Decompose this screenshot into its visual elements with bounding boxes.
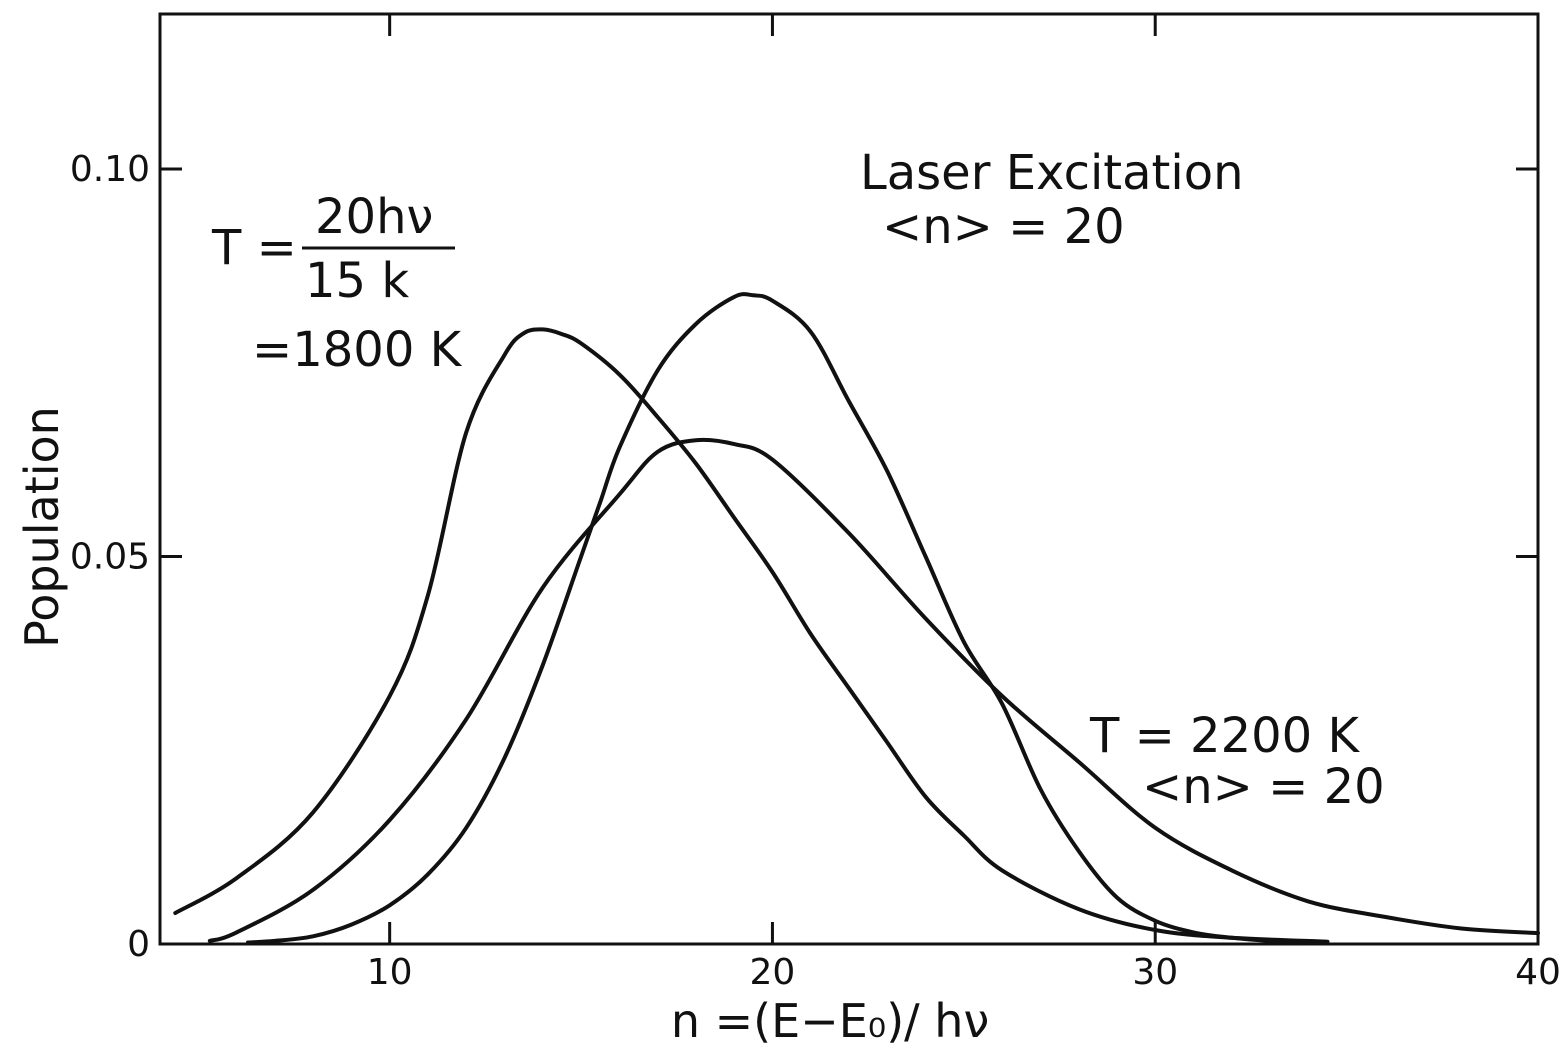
annotation-thermal-2200k: T = 2200 K <n> = 20 [1089,708,1385,815]
curve-laser-excitation [246,292,1326,945]
thermal-low-numerator: 20hν [315,189,433,245]
laser-title: Laser Excitation [860,145,1243,201]
thermal-low-denominator: 15 k [305,253,409,309]
y-axis-label: Population [15,406,69,648]
laser-mean-n: <n> = 20 [882,199,1125,255]
curve-thermal-1800k [173,327,1330,944]
x-tick-label: 40 [1515,952,1561,993]
x-tick-label: 20 [750,952,796,993]
thermal-high-temperature: T = 2200 K [1089,708,1360,764]
x-tick-label: 30 [1132,952,1178,993]
y-tick-label: 0.10 [70,149,150,190]
curves [173,292,1540,945]
plot-frame [158,12,1540,946]
y-tick-label: 0.05 [70,537,150,578]
annotation-laser: Laser Excitation <n> = 20 [860,145,1243,255]
x-axis-label: n =(E−E₀)/ hν [671,994,989,1048]
thermal-high-mean-n: <n> = 20 [1142,759,1385,815]
x-tick-label: 10 [367,952,413,993]
thermal-low-temperature: =1800 K [252,322,463,378]
curve-thermal-2200k [207,437,1540,943]
annotation-thermal-1800k: T = 20hν 15 k =1800 K [211,189,463,378]
thermal-low-lhs: T = [211,220,297,276]
y-tick-label: 0 [127,924,150,965]
axis-ticks [160,14,1540,946]
tick-labels: 10 20 30 40 0 0.05 0.10 [70,149,1561,993]
